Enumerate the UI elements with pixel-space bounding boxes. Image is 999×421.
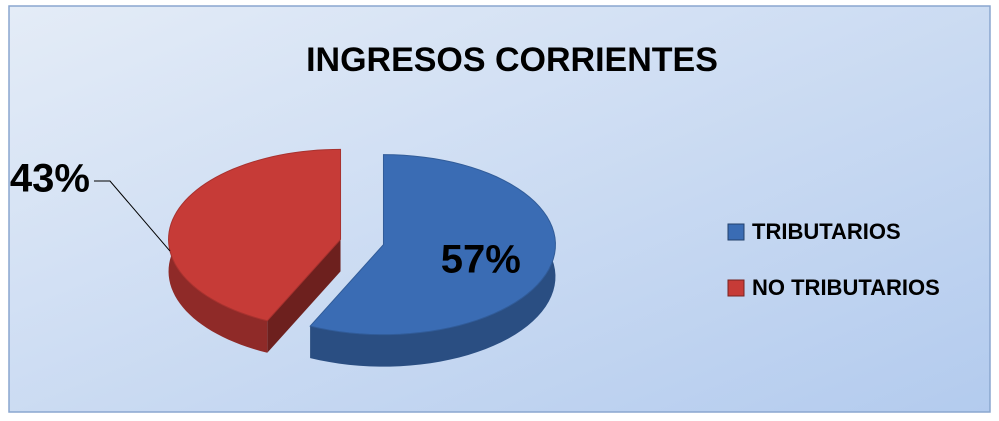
- slice-top: [309, 154, 556, 336]
- data-label: 57%: [441, 238, 521, 282]
- leader-line: [93, 180, 171, 252]
- slice-top: [168, 148, 342, 322]
- chart-title: INGRESOS CORRIENTES: [306, 41, 718, 79]
- legend-label: NO TRIBUTARIOS: [752, 275, 940, 300]
- legend-swatch: [727, 279, 745, 297]
- legend-swatch: [727, 223, 745, 241]
- slice-edge-wall: [267, 239, 341, 353]
- pie-slice: [309, 154, 556, 367]
- legend-label: TRIBUTARIOS: [752, 219, 901, 244]
- pie-slice: [168, 148, 342, 353]
- data-label: 43%: [10, 157, 90, 201]
